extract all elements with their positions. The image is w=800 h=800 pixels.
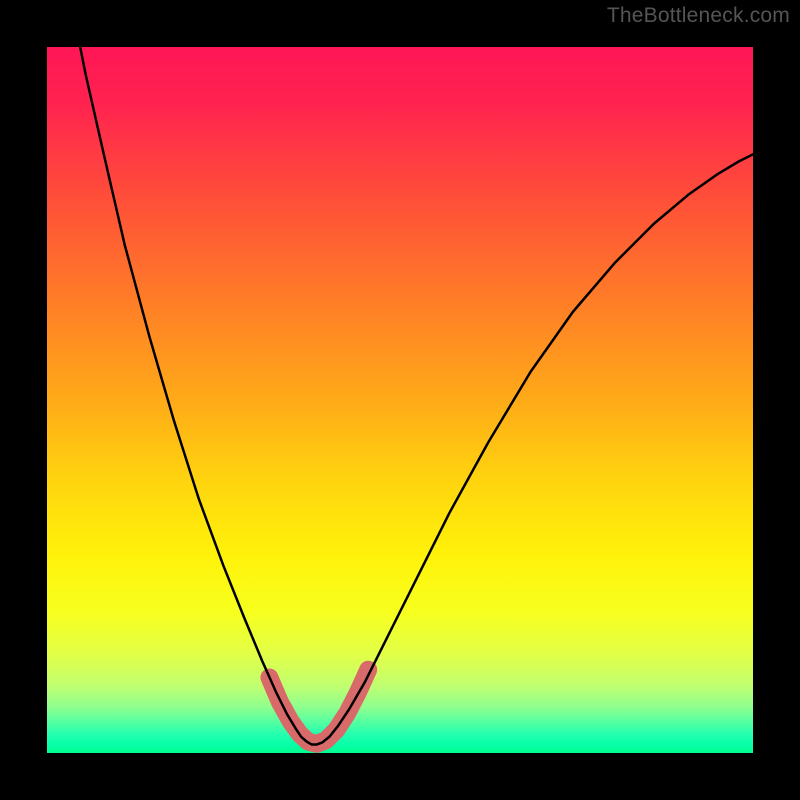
chart-svg xyxy=(0,0,800,800)
plot-area xyxy=(47,47,753,753)
chart-container: TheBottleneck.com xyxy=(0,0,800,800)
watermark-text: TheBottleneck.com xyxy=(607,4,790,28)
